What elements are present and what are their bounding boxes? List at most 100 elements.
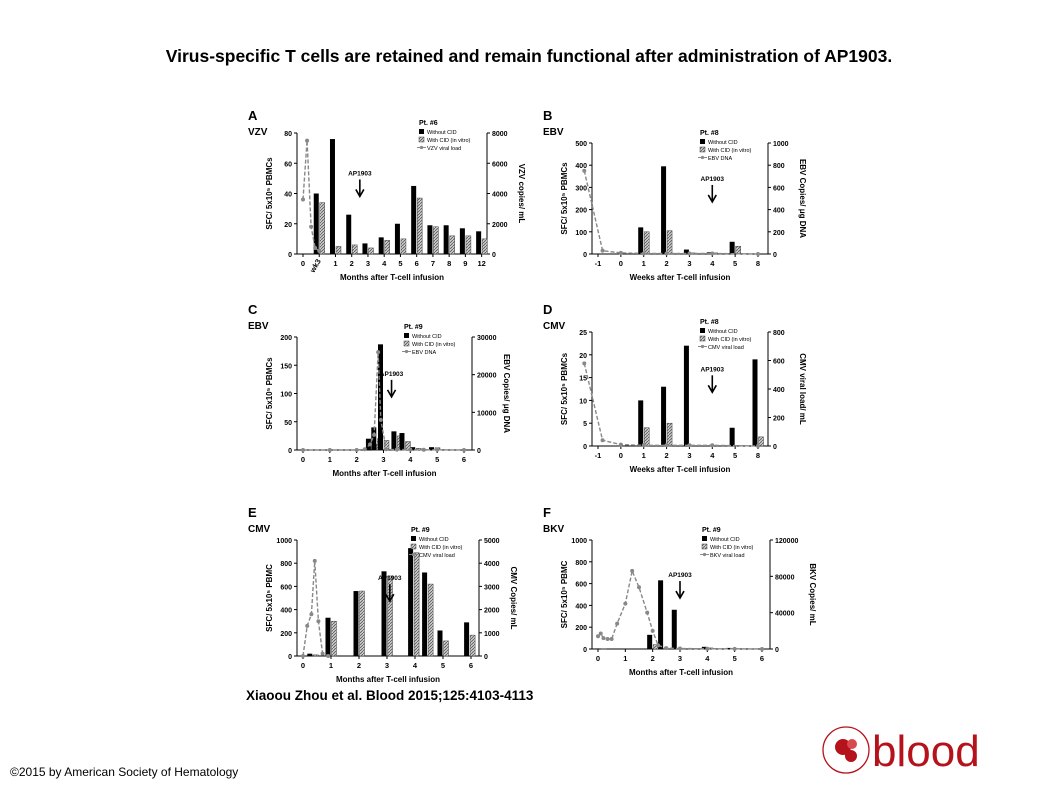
panel-f-viral-load-point <box>596 634 600 639</box>
panel-f-viral-load-point <box>598 631 603 636</box>
panel-e-bar-with-cid <box>331 620 337 657</box>
panel-d-bar-with-cid <box>666 422 673 447</box>
panel-e-y2-label: CMV Copies/ mL <box>509 566 518 629</box>
panel-e-legend-load: CMV viral load <box>419 553 455 559</box>
panel-a-bar-with-cid <box>449 235 455 255</box>
panel-b-patient-label: Pt. #8 <box>700 130 719 137</box>
panel-a-y-tick-label: 60 <box>284 161 292 168</box>
panel-c-ap1903-label: AP1903 <box>380 371 404 378</box>
panel-b-y2-tick-label: 400 <box>773 208 785 215</box>
panel-a-x-tick-label: 5 <box>398 259 402 268</box>
panel-c-x-tick-label: 3 <box>381 455 385 464</box>
panel-e-x-tick-label: 0 <box>301 661 305 670</box>
panel-b-bar-without-cid <box>729 241 735 254</box>
panel-e-x-tick-label: 2 <box>357 661 361 670</box>
panel-d-y-tick-label: 15 <box>579 376 587 383</box>
panel-d-viral-load-line <box>583 363 759 447</box>
panel-f-viral-load-point <box>656 643 661 648</box>
panel-f-patient-label: Pt. #9 <box>702 527 721 534</box>
panel-b-legend-swatch-load-dot <box>700 155 705 160</box>
panel-d-bar-without-cid <box>752 359 758 446</box>
panel-d-legend-swatch-without <box>700 328 705 333</box>
panel-c-legend-load: EBV DNA <box>412 350 436 356</box>
panel-f-legend-without: Without CID <box>710 537 740 543</box>
panel-a-viral-load-point <box>317 248 322 253</box>
panel-c-y-tick-label: 100 <box>280 392 292 399</box>
panel-d-y-tick-label: 0 <box>583 444 587 451</box>
panel-d-x-tick-label: -1 <box>595 451 602 460</box>
panel-c-bar-with-cid <box>405 441 411 451</box>
panel-a-x-tick-label: 8 <box>447 259 451 268</box>
panel-f-viral-load-point <box>705 646 710 651</box>
panel-a-viral-load-point <box>309 224 314 229</box>
panel-c-bar-without-cid <box>399 433 405 450</box>
panel-e-x-tick-label: 6 <box>469 661 473 670</box>
panel-d-y-label: SFC/ 5x10⁵ PBMCs <box>560 352 569 425</box>
panel-e-patient-label: Pt. #9 <box>411 527 430 534</box>
panel-d-ap1903-label: AP1903 <box>701 366 725 373</box>
panel-f-bar-without-cid <box>701 646 707 649</box>
panel-a-bar-without-cid <box>427 225 433 254</box>
panel-e-x-tick-label: 1 <box>329 661 333 670</box>
panel-c-bar-without-cid <box>410 447 416 450</box>
panel-a-x-tick-label: 0 <box>301 259 305 268</box>
panel-c-viral-load-point <box>408 447 413 452</box>
panel-b-bar-with-cid <box>735 245 741 255</box>
panel-a-legend-swatch-load-dot <box>419 145 424 150</box>
panel-b-bar-without-cid <box>661 166 667 254</box>
panel-d-viral-load-point <box>582 361 587 366</box>
panel-b-legend-with: With CID (in vitro) <box>708 148 752 154</box>
panel-a-bar-without-cid <box>329 139 335 254</box>
panel-b-y-tick-label: 400 <box>575 163 587 170</box>
panel-f-y-tick-label: 800 <box>575 560 587 567</box>
panel-e-bar-without-cid <box>422 572 428 656</box>
logo-cell-2 <box>847 739 857 749</box>
panel-e-x-tick-label: 4 <box>413 661 418 670</box>
panel-f-viral-load-point <box>623 601 628 606</box>
panel-c-bar-without-cid <box>391 431 397 450</box>
citation: Xiaoou Zhou et al. Blood 2015;125:4103-4… <box>246 688 534 703</box>
logo-ring <box>822 726 870 774</box>
panel-a-x-tick-label: 12 <box>477 259 485 268</box>
panel-b-y-tick-label: 100 <box>575 230 587 237</box>
panel-a-bar-with-cid <box>400 238 407 255</box>
panel-b-y-label: SFC/ 5x10⁵ PBMCs <box>560 162 569 235</box>
panel-e-viral-load-point <box>305 623 310 628</box>
panel-f-y2-label: BKV Copies/ mL <box>808 563 817 625</box>
panel-b-letter: B <box>543 108 552 123</box>
copyright: ©2015 by American Society of Hematology <box>10 765 239 779</box>
panel-d-y2-tick-label: 800 <box>773 330 785 337</box>
panel-c-viral-load-point <box>362 447 367 452</box>
panel-f-bar-without-cid <box>658 580 664 649</box>
panel-f-legend-swatch-load-dot <box>702 552 707 557</box>
panel-a-viral-load-point <box>301 197 305 202</box>
panel-a-bar-without-cid <box>443 225 449 254</box>
logo-cell-3 <box>845 750 857 762</box>
panel-f-x-tick-label: 5 <box>733 654 737 663</box>
panel-f-bar-without-cid <box>647 634 653 649</box>
panel-b-legend-load: EBV DNA <box>708 156 732 162</box>
panel-a-y2-tick-label: 2000 <box>492 222 508 229</box>
panel-e-x-label: Months after T-cell infusion <box>336 675 440 684</box>
panel-b-viral-load-point <box>756 252 760 256</box>
panel-f-y-tick-label: 200 <box>575 625 587 632</box>
panel-f-x-tick-label: 2 <box>651 654 655 663</box>
panel-a-y2-tick-label: 0 <box>492 252 496 259</box>
panel-e-viral-load-point <box>309 612 314 617</box>
panel-a-bar-with-cid <box>433 226 439 255</box>
panel-c-y2-label: EBV Copies/ μg DNA <box>502 354 511 433</box>
panel-c-viral-load-point <box>301 448 305 452</box>
panel-a-bar-with-cid <box>351 244 358 255</box>
panel-f-viral-load-point <box>601 636 606 641</box>
panel-e-bar-without-cid <box>408 548 414 656</box>
panel-e-legend-swatch-load-dot <box>411 552 416 557</box>
panel-a-bar-without-cid <box>346 214 352 254</box>
panel-d-x-tick-label: 8 <box>756 451 760 460</box>
panel-e-x-tick-label: 5 <box>441 661 445 670</box>
panel-d-virus: CMV <box>543 321 566 332</box>
panel-e-bar-with-cid <box>359 590 365 657</box>
panel-f-y2-tick-label: 40000 <box>775 611 795 618</box>
panel-a-x-tick-label: 3 <box>366 259 370 268</box>
panel-f-legend-swatch-with <box>701 543 708 550</box>
panel-f-viral-load-point <box>637 585 641 590</box>
